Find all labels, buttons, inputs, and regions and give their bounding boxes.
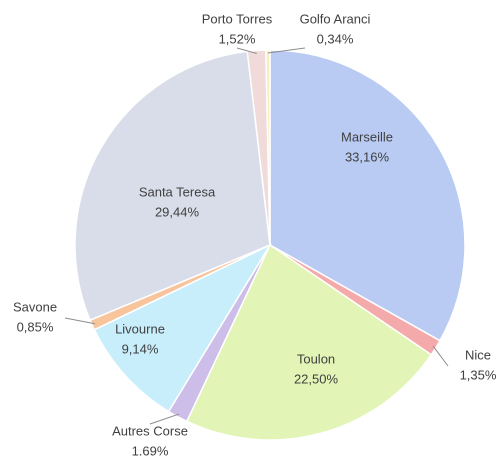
value-label: 1.69%: [132, 443, 169, 457]
value-label: 33,16%: [345, 149, 390, 164]
slice-label: Santa Teresa: [139, 184, 216, 199]
slice-label: Porto Torres: [202, 11, 273, 26]
value-label: 22,50%: [294, 371, 339, 386]
pie-slice: [185, 243, 433, 441]
slice-label: Marseille: [341, 129, 393, 144]
leader-line: [236, 47, 257, 54]
slice-label: Autres Corse: [112, 423, 188, 438]
slice-label: Savone: [13, 299, 57, 314]
slice-label: Nice: [465, 347, 491, 362]
pie-slice: [265, 49, 271, 246]
slice-label: Livourne: [115, 321, 165, 336]
slice-label: Toulon: [297, 351, 335, 366]
leader-line: [267, 47, 306, 54]
value-label: 9,14%: [122, 341, 159, 356]
slice-label: Golfo Aranci: [300, 11, 371, 26]
value-label: 1,52%: [219, 31, 256, 46]
leader-line: [149, 413, 180, 425]
value-label: 0,85%: [17, 319, 54, 334]
pie-slice: [74, 50, 271, 322]
pie-slice: [269, 49, 466, 342]
value-label: 29,44%: [155, 204, 200, 219]
value-label: 1,35%: [460, 367, 496, 382]
leader-line: [64, 317, 95, 325]
leader-line: [432, 345, 449, 367]
value-label: 0,34%: [317, 31, 354, 46]
pie-slice: [93, 243, 272, 413]
